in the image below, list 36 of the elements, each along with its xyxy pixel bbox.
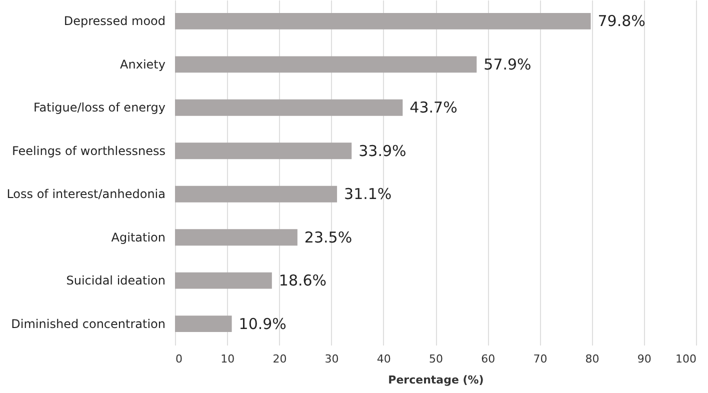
x-axis-title: Percentage (%)	[388, 374, 484, 386]
x-tick-label: 60	[481, 352, 496, 366]
data-label: 79.8%	[598, 12, 646, 30]
y-tick-label: Suicidal ideation	[66, 274, 166, 288]
bar	[175, 229, 298, 246]
x-tick-label: 80	[585, 352, 600, 366]
bar	[175, 56, 477, 73]
bar	[175, 12, 591, 30]
bar	[175, 142, 352, 160]
data-label: 23.5%	[304, 228, 352, 246]
data-label: 10.9%	[238, 314, 286, 333]
y-tick-label: Agitation	[111, 230, 166, 244]
bar	[175, 186, 338, 202]
y-tick-label: Depressed mood	[64, 14, 166, 28]
x-tick-label: 50	[429, 352, 443, 366]
y-tick-label: Loss of interest/anhedonia	[6, 187, 166, 202]
data-label: 18.6%	[278, 272, 327, 290]
x-tick-label: 20	[272, 352, 287, 366]
data-label: 43.7%	[410, 98, 458, 117]
y-tick-label: Diminished concentration	[11, 316, 166, 331]
x-tick-label: 100	[676, 352, 696, 366]
data-label: 57.9%	[484, 55, 532, 74]
x-tick-label: 10	[220, 352, 235, 366]
x-tick-label: 90	[637, 352, 652, 366]
x-tick-label: 70	[533, 352, 548, 366]
y-tick-label: Feelings of worthlessness	[12, 144, 166, 158]
x-tick-label: 30	[324, 352, 339, 366]
bar	[175, 316, 232, 332]
y-tick-label: Anxiety	[120, 57, 166, 72]
bar	[175, 99, 403, 116]
x-tick-label: 40	[376, 352, 391, 366]
data-label: 33.9%	[358, 142, 406, 160]
y-tick-label: Fatigue/loss of energy	[33, 100, 166, 115]
bar	[175, 272, 272, 289]
x-tick-label: 0	[176, 352, 182, 366]
data-label: 31.1%	[344, 185, 392, 204]
